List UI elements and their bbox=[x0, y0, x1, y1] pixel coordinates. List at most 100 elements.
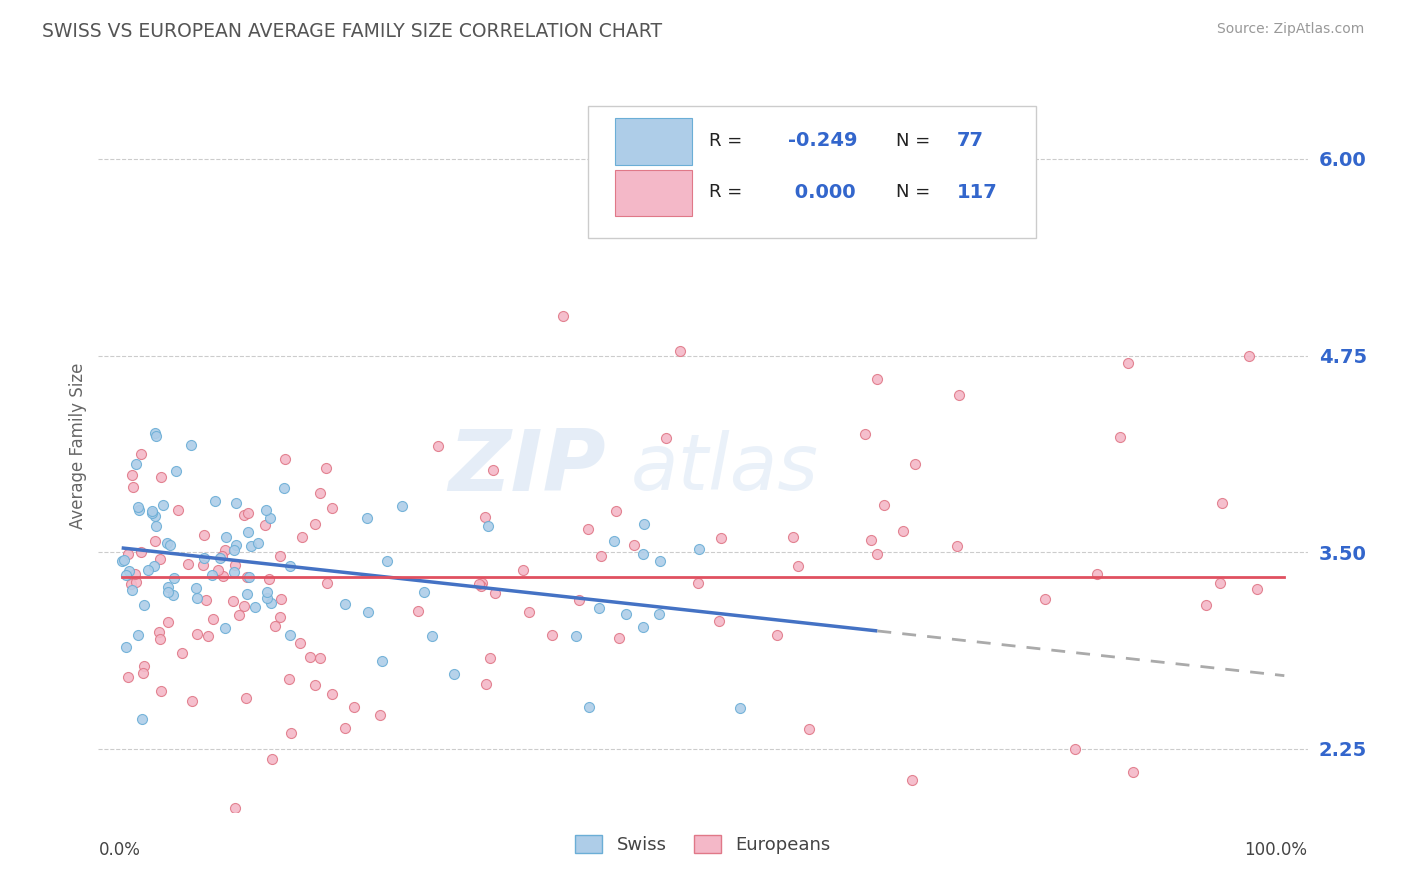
Point bbox=[125, 574, 148, 589]
Point bbox=[150, 683, 173, 698]
Point bbox=[141, 504, 163, 518]
Point bbox=[357, 605, 380, 619]
Point bbox=[406, 604, 429, 618]
Point bbox=[475, 676, 498, 690]
Point bbox=[132, 598, 155, 612]
Point bbox=[315, 460, 337, 475]
Point bbox=[228, 607, 250, 622]
Text: 0.0%: 0.0% bbox=[98, 841, 141, 859]
Point bbox=[280, 725, 302, 739]
Point bbox=[633, 547, 655, 561]
Point bbox=[118, 564, 141, 578]
Point bbox=[245, 599, 267, 614]
Point bbox=[553, 310, 575, 324]
Point bbox=[222, 594, 245, 608]
Point bbox=[193, 528, 215, 542]
Point bbox=[163, 571, 186, 585]
Point bbox=[224, 558, 246, 573]
Point bbox=[1064, 741, 1087, 756]
Point bbox=[484, 586, 506, 600]
Point bbox=[375, 553, 398, 567]
Point bbox=[159, 538, 181, 552]
Point bbox=[786, 559, 808, 574]
Text: -0.249: -0.249 bbox=[787, 131, 858, 151]
Point bbox=[591, 549, 613, 563]
Point bbox=[264, 619, 287, 633]
Point bbox=[222, 565, 245, 579]
Point bbox=[121, 467, 143, 482]
Point bbox=[309, 486, 332, 500]
Point bbox=[129, 545, 152, 559]
Point bbox=[202, 612, 225, 626]
Point bbox=[904, 458, 927, 472]
Point bbox=[668, 343, 690, 358]
Point bbox=[517, 605, 540, 619]
Point bbox=[565, 629, 588, 643]
Point bbox=[623, 539, 645, 553]
Text: 77: 77 bbox=[957, 131, 984, 151]
Point bbox=[1209, 576, 1232, 591]
Point bbox=[945, 539, 967, 553]
Point bbox=[1246, 582, 1268, 597]
Point bbox=[214, 621, 236, 635]
Point bbox=[568, 593, 591, 607]
Point bbox=[191, 558, 214, 573]
Point bbox=[122, 480, 145, 494]
Point bbox=[253, 518, 276, 533]
Y-axis label: Average Family Size: Average Family Size bbox=[69, 363, 87, 529]
Point bbox=[278, 628, 301, 642]
Point bbox=[370, 708, 392, 723]
Point bbox=[481, 462, 503, 476]
Point bbox=[184, 581, 207, 595]
Point bbox=[273, 481, 295, 495]
Point bbox=[162, 588, 184, 602]
Point bbox=[166, 503, 188, 517]
Point bbox=[873, 499, 896, 513]
Point bbox=[1116, 356, 1139, 370]
FancyBboxPatch shape bbox=[614, 169, 692, 217]
Point bbox=[193, 551, 215, 566]
Point bbox=[1195, 599, 1218, 613]
Point bbox=[1085, 566, 1108, 581]
Point bbox=[948, 388, 970, 402]
Point bbox=[257, 572, 280, 586]
Point bbox=[149, 552, 172, 566]
Point bbox=[512, 563, 534, 577]
Point bbox=[236, 570, 259, 584]
Point bbox=[782, 531, 804, 545]
Point bbox=[1239, 349, 1261, 363]
Point bbox=[866, 372, 889, 386]
Point bbox=[145, 518, 167, 533]
Point bbox=[467, 577, 489, 591]
Text: SWISS VS EUROPEAN AVERAGE FAMILY SIZE CORRELATION CHART: SWISS VS EUROPEAN AVERAGE FAMILY SIZE CO… bbox=[42, 22, 662, 41]
Text: R =: R = bbox=[709, 132, 748, 150]
Point bbox=[477, 519, 499, 533]
Point bbox=[256, 585, 278, 599]
Point bbox=[134, 659, 156, 673]
Point bbox=[114, 567, 136, 582]
Point bbox=[152, 498, 174, 512]
Point bbox=[235, 587, 257, 601]
Point bbox=[129, 447, 152, 461]
Point bbox=[370, 654, 392, 668]
Point bbox=[316, 576, 339, 591]
Text: 0.000: 0.000 bbox=[787, 183, 855, 202]
Point bbox=[186, 591, 208, 606]
Point bbox=[165, 464, 187, 478]
Point bbox=[654, 431, 676, 445]
Point bbox=[181, 694, 204, 708]
Point bbox=[333, 721, 356, 735]
Point bbox=[607, 631, 630, 645]
Point bbox=[1033, 592, 1056, 607]
Point bbox=[127, 500, 149, 514]
Point bbox=[156, 536, 179, 550]
Point bbox=[224, 543, 246, 558]
Point bbox=[207, 563, 229, 577]
Point bbox=[269, 610, 291, 624]
Point bbox=[588, 600, 610, 615]
Point bbox=[631, 620, 654, 634]
Point bbox=[157, 581, 180, 595]
Point bbox=[891, 524, 914, 539]
Point bbox=[603, 533, 626, 548]
Point bbox=[141, 506, 163, 520]
